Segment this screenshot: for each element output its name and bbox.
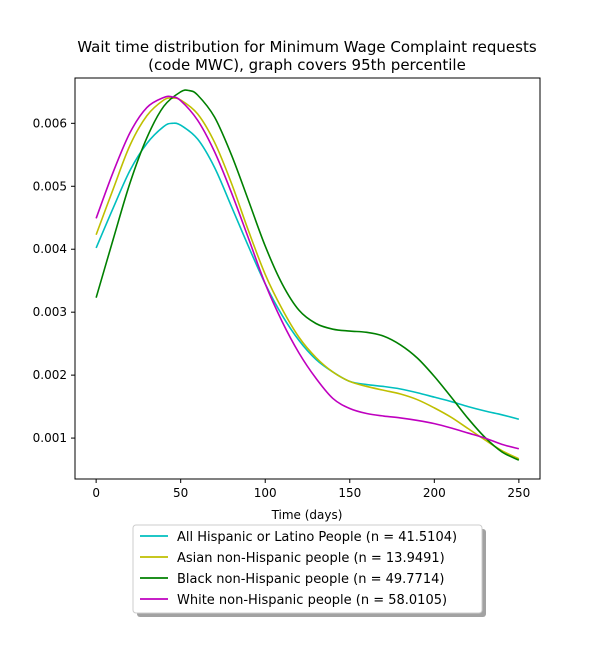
- y-tick-label: 0.006: [33, 116, 67, 130]
- y-tick-label: 0.001: [33, 431, 67, 445]
- y-tick-label: 0.005: [33, 179, 67, 193]
- series-line-2: [95, 97, 520, 460]
- series-line-4: [95, 95, 520, 450]
- legend: All Hispanic or Latino People (n = 41.51…: [132, 524, 486, 617]
- x-axis-ticks: 0 50 100 150 200 250: [92, 479, 530, 500]
- series-line-3: [95, 89, 520, 461]
- y-tick-label: 0.004: [33, 242, 67, 256]
- x-tick-label: 200: [423, 486, 446, 500]
- x-axis-label: Time (days): [271, 508, 343, 522]
- legend-items: All Hispanic or Latino People (n = 41.51…: [140, 530, 457, 608]
- plot-frame: [74, 77, 541, 480]
- y-tick-label: 0.003: [33, 305, 67, 319]
- legend-label-3: Black non-Hispanic people (n = 49.7714): [177, 572, 444, 587]
- x-tick-label: 250: [507, 486, 530, 500]
- series-layer: [95, 89, 520, 461]
- legend-label-4: White non-Hispanic people (n = 58.0105): [177, 593, 447, 608]
- x-tick-label: 0: [92, 486, 100, 500]
- y-axis-ticks: 0.001 0.002 0.003 0.004 0.005 0.006: [33, 116, 75, 445]
- y-tick-label: 0.002: [33, 368, 67, 382]
- series-line-1: [95, 122, 520, 420]
- legend-box: [132, 524, 483, 614]
- x-tick-label: 150: [338, 486, 361, 500]
- x-tick-label: 50: [173, 486, 188, 500]
- plot-area: 0 50 100 150 200 250 0.0010.0020.0030.0040.00…: [33, 77, 541, 500]
- chart-title-line2: (code MWC), graph covers 95th percentile: [148, 56, 466, 74]
- legend-label-1: All Hispanic or Latino People (n = 41.51…: [177, 530, 457, 545]
- x-tick-label: 100: [254, 486, 277, 500]
- legend-label-2: Asian non-Hispanic people (n = 13.9491): [177, 551, 445, 566]
- chart-title-line1: Wait time distribution for Minimum Wage …: [77, 38, 537, 56]
